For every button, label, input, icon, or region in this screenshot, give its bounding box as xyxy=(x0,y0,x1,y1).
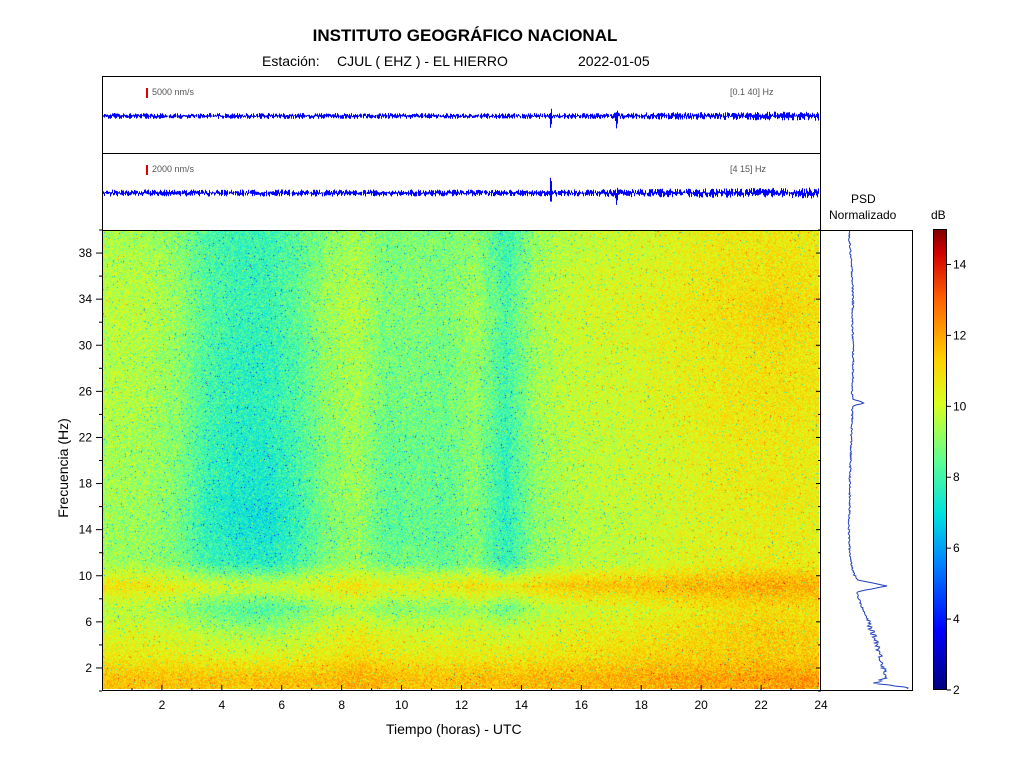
spectrogram-panel xyxy=(102,230,821,691)
trace-panel-filtered: 2000 nm/s [4 15] Hz xyxy=(102,153,821,231)
colorbar-tick-label: 14 xyxy=(953,257,967,271)
x-tick-label: 8 xyxy=(338,698,345,712)
y-tick-label: 22 xyxy=(79,430,93,444)
colorbar-tick-label: 2 xyxy=(953,683,960,697)
colorbar-tick-label: 4 xyxy=(953,612,960,626)
trace-line xyxy=(103,177,819,205)
x-tick-label: 4 xyxy=(218,698,225,712)
spectrogram-heatmap xyxy=(103,231,819,689)
trace-scale-label: 5000 nm/s xyxy=(152,87,195,97)
y-tick-label: 6 xyxy=(85,615,92,629)
y-axis-label: Frecuencia (Hz) xyxy=(55,418,71,518)
colorbar-tick-label: 12 xyxy=(953,328,967,342)
x-axis-label: Tiempo (horas) - UTC xyxy=(386,721,522,737)
x-tick-label: 10 xyxy=(395,698,409,712)
x-tick-label: 20 xyxy=(694,698,708,712)
colorbar-unit: dB xyxy=(931,208,946,222)
y-tick-label: 38 xyxy=(79,246,93,260)
y-tick-label: 26 xyxy=(79,384,93,398)
psd-title: PSD xyxy=(851,192,876,206)
y-tick-label: 30 xyxy=(79,338,93,352)
trace-scale-label: 2000 nm/s xyxy=(152,164,195,174)
page-title: INSTITUTO GEOGRÁFICO NACIONAL xyxy=(312,26,618,45)
psd-curve xyxy=(847,231,909,689)
colorbar-tick-label: 6 xyxy=(953,541,960,555)
station-name: CJUL ( EHZ ) - EL HIERRO xyxy=(337,53,508,69)
x-tick-label: 18 xyxy=(635,698,649,712)
y-tick-label: 34 xyxy=(79,292,93,306)
y-tick-label: 10 xyxy=(79,569,93,583)
colorbar-gradient xyxy=(933,229,947,690)
x-tick-label: 14 xyxy=(515,698,529,712)
trace-band-label: [0.1 40] Hz xyxy=(730,87,774,97)
colorbar-tick-label: 8 xyxy=(953,470,960,484)
x-tick-label: 2 xyxy=(159,698,166,712)
trace-waveform-broadband xyxy=(103,108,819,129)
x-tick-label: 6 xyxy=(278,698,285,712)
x-tick-label: 16 xyxy=(575,698,589,712)
amplitude-scale-bar xyxy=(146,88,148,98)
y-tick-label: 18 xyxy=(79,477,93,491)
trace-waveform-filtered xyxy=(103,177,819,205)
x-tick-label: 22 xyxy=(754,698,768,712)
y-tick-label: 2 xyxy=(85,661,92,675)
trace-band-label: [4 15] Hz xyxy=(730,164,767,174)
psd-panel xyxy=(820,230,913,691)
amplitude-scale-bar xyxy=(146,165,148,175)
trace-panel-broadband: 5000 nm/s [0.1 40] Hz xyxy=(102,76,821,154)
x-tick-label: 24 xyxy=(814,698,828,712)
psd-subtitle: Normalizado xyxy=(829,208,897,222)
station-label: Estación: xyxy=(262,53,320,69)
psd-line xyxy=(847,231,909,689)
date-label: 2022-01-05 xyxy=(578,53,650,69)
trace-line xyxy=(103,108,819,129)
x-tick-label: 12 xyxy=(455,698,469,712)
colorbar-tick-label: 10 xyxy=(953,399,967,413)
y-tick-label: 14 xyxy=(79,523,93,537)
